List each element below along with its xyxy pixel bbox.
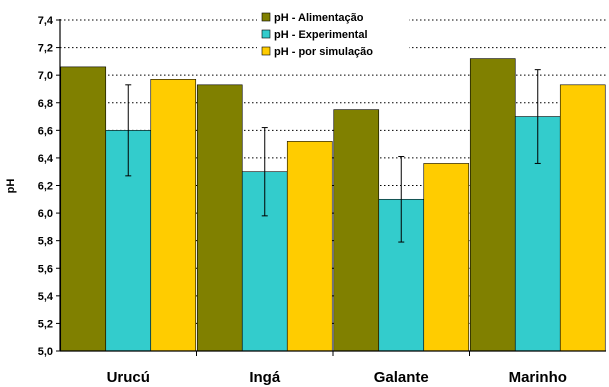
x-axis-categories: Urucú Ingá Galante Marinho xyxy=(107,351,567,386)
x-category-label: Urucú xyxy=(107,369,150,386)
bar xyxy=(150,79,197,352)
bar xyxy=(423,163,470,352)
y-tick-label: 7,2 xyxy=(38,43,53,55)
bar xyxy=(196,84,243,352)
legend-box xyxy=(257,8,409,63)
y-tick-label: 5,0 xyxy=(38,346,53,358)
y-tick-label: 6,0 xyxy=(38,208,53,220)
y-tick-label: 6,6 xyxy=(38,125,53,137)
legend-swatch xyxy=(261,29,271,39)
legend-label: pH - Alimentação xyxy=(274,12,364,24)
y-axis-label: pH xyxy=(5,179,17,194)
error-bars xyxy=(125,69,541,243)
bar xyxy=(60,66,107,352)
legend-label: pH - por simulação xyxy=(274,46,373,58)
y-tick-label: 5,8 xyxy=(38,236,53,248)
bar xyxy=(469,58,516,352)
y-tick-label: 7,4 xyxy=(38,15,54,27)
bar xyxy=(286,141,333,352)
x-category-label: Ingá xyxy=(249,369,280,386)
bar xyxy=(333,109,380,352)
y-tick-label: 6,2 xyxy=(38,181,53,193)
y-tick-label: 5,4 xyxy=(38,291,54,303)
x-category-label: Galante xyxy=(374,369,429,386)
y-tick-label: 5,6 xyxy=(38,263,53,275)
y-tick-label: 5,2 xyxy=(38,318,53,330)
y-tick-label: 6,4 xyxy=(38,153,54,165)
bars xyxy=(60,58,606,352)
x-category-label: Marinho xyxy=(509,369,567,386)
legend-label: pH - Experimental xyxy=(274,29,368,41)
legend-swatch xyxy=(261,12,271,22)
legend-swatch xyxy=(261,46,271,56)
y-tick-label: 7,0 xyxy=(38,70,53,82)
y-tick-label: 6,8 xyxy=(38,98,53,110)
bar xyxy=(559,84,606,352)
legend: pH - Alimentação pH - Experimental pH - po… xyxy=(257,8,409,63)
y-axis-ticks: 5,0 5,2 5,4 5,6 5,8 6,0 6,2 6,4 6,6 6,8 7,0 7,2 7,4 xyxy=(38,15,60,358)
